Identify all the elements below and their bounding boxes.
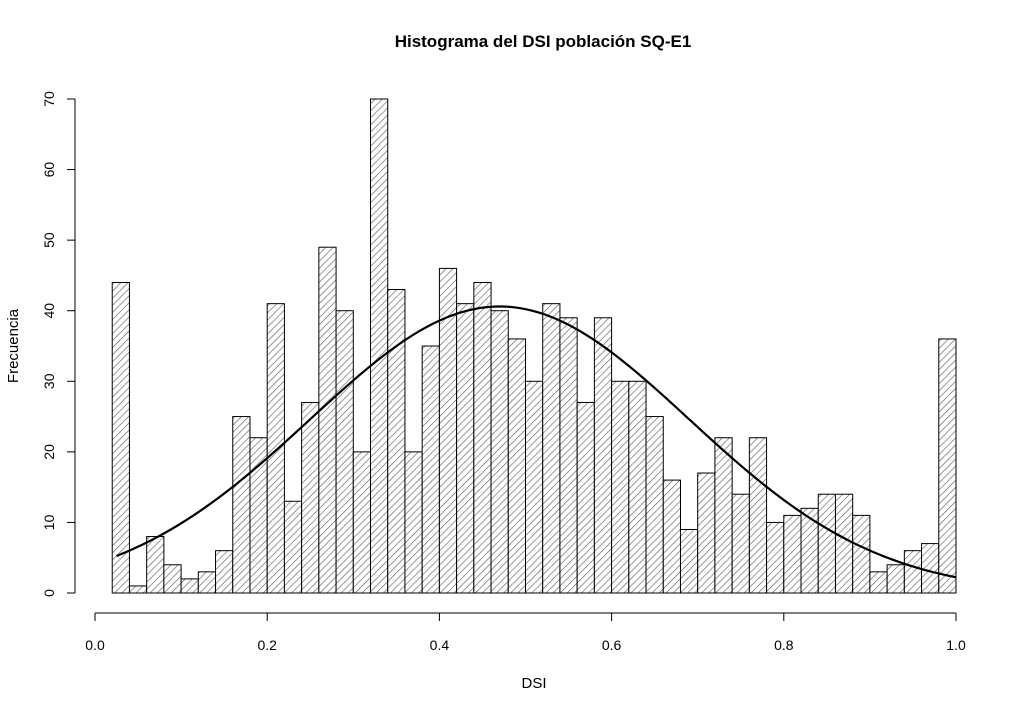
histogram-bar <box>301 401 320 594</box>
histogram-bar <box>283 500 303 594</box>
histogram-bar <box>421 345 440 594</box>
histogram-bar <box>111 281 130 594</box>
histogram-bar <box>352 451 372 594</box>
histogram-bar <box>370 98 389 594</box>
histogram-bar <box>215 550 234 594</box>
chart-title: Histograma del DSI población SQ-E1 <box>395 32 692 51</box>
histogram-bar <box>921 543 940 594</box>
histogram-bar <box>593 317 613 594</box>
histogram-bar <box>559 317 578 594</box>
histogram-bar <box>886 564 905 594</box>
histogram-bar <box>628 380 647 594</box>
histogram-bar <box>387 289 406 594</box>
y-tick-label: 60 <box>41 162 57 178</box>
y-tick-label: 40 <box>41 303 57 319</box>
x-axis: 0.0 0.2 0.4 0.6 0.8 1.0 <box>85 612 966 653</box>
histogram-bar <box>679 528 699 594</box>
histogram-bar <box>817 493 836 594</box>
histogram-bar <box>404 451 423 594</box>
x-tick-label: 0.2 <box>257 637 277 653</box>
histogram-bar <box>456 303 475 594</box>
bars-group <box>111 98 957 594</box>
x-axis-label: DSI <box>521 675 546 692</box>
histogram-bar <box>869 571 888 594</box>
histogram-bar <box>766 521 785 594</box>
histogram-bar <box>938 338 957 594</box>
histogram-bar <box>128 585 148 594</box>
histogram-bar <box>783 514 802 594</box>
histogram-bar <box>731 493 750 594</box>
y-tick-label: 0 <box>41 589 57 597</box>
y-axis-label: Frecuencia <box>5 308 22 383</box>
histogram-bar <box>697 472 716 594</box>
y-tick-label: 70 <box>41 91 57 107</box>
histogram-bar <box>507 338 526 594</box>
histogram-bar <box>834 493 854 594</box>
y-axis: 0 10 20 30 40 50 60 70 <box>41 91 76 597</box>
histogram-bar <box>197 571 217 594</box>
histogram-bar <box>318 246 337 594</box>
histogram-bar <box>490 310 509 594</box>
histogram-bar <box>146 536 165 594</box>
histogram-bar <box>232 416 251 594</box>
x-tick-label: 0.8 <box>774 637 794 653</box>
histogram-bar <box>266 303 285 594</box>
histogram-bar <box>525 380 544 594</box>
y-tick-label: 20 <box>41 444 57 460</box>
x-tick-label: 0.0 <box>85 637 105 653</box>
histogram-bar <box>645 416 664 594</box>
histogram-bar <box>748 437 768 594</box>
histogram-bar <box>180 578 199 594</box>
histogram-bar <box>903 550 923 594</box>
histogram-bar <box>163 564 182 594</box>
histogram-bar <box>576 401 595 594</box>
histogram-bar <box>611 380 630 594</box>
histogram-bar <box>335 310 354 594</box>
histogram-bar <box>542 303 561 594</box>
y-tick-label: 30 <box>41 373 57 389</box>
y-tick-label: 10 <box>41 514 57 530</box>
histogram-bar <box>662 479 681 594</box>
histogram-bar <box>473 281 492 594</box>
x-tick-label: 0.4 <box>430 637 450 653</box>
x-tick-label: 0.6 <box>602 637 622 653</box>
x-tick-label: 1.0 <box>946 637 966 653</box>
y-tick-label: 50 <box>41 232 57 248</box>
histogram-bar <box>714 437 733 594</box>
histogram-bar <box>852 514 871 594</box>
normal-density-curve <box>116 305 957 579</box>
